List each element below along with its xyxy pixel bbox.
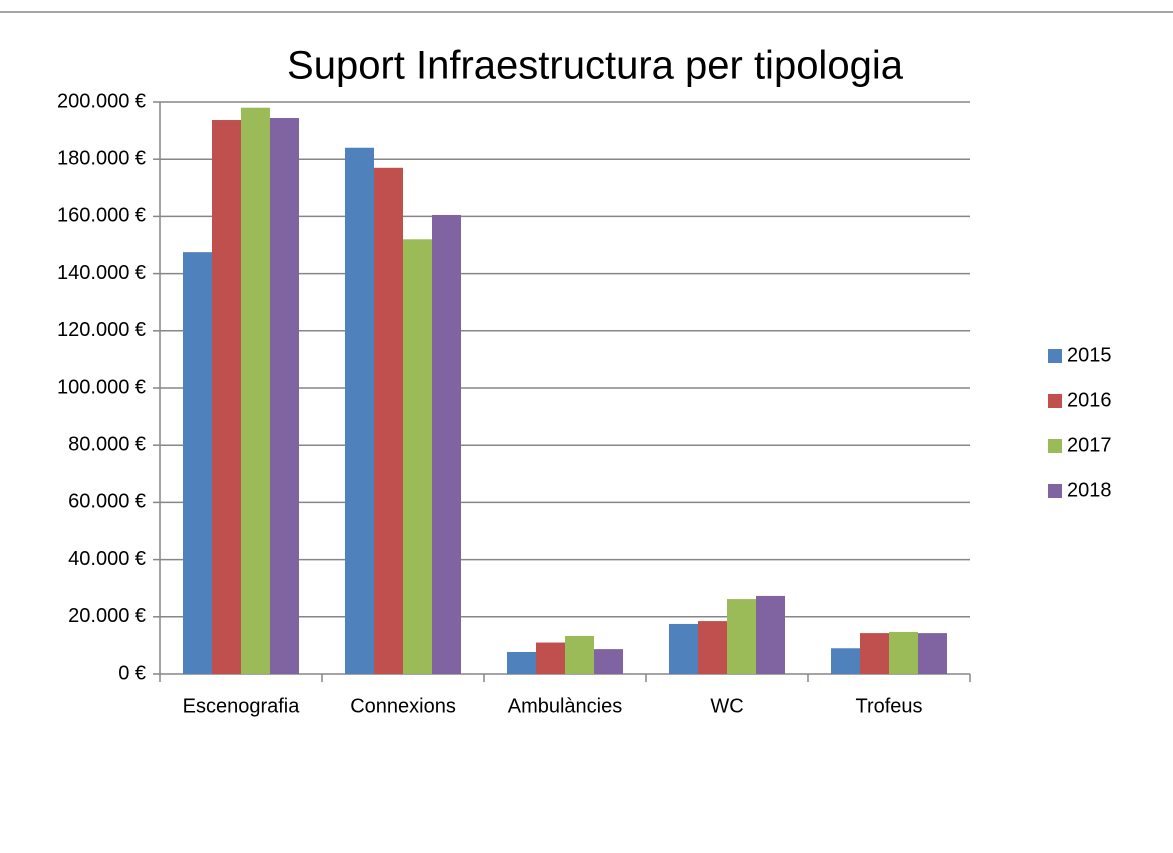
- bar: [507, 651, 536, 674]
- bar: [756, 595, 785, 674]
- bar: [594, 649, 623, 674]
- bar: [536, 642, 565, 674]
- legend-swatch: [1048, 394, 1062, 408]
- bar: [241, 107, 270, 675]
- legend-label: 2018: [1067, 479, 1112, 501]
- bar: [698, 621, 727, 674]
- bar: [565, 635, 594, 674]
- bar: [831, 648, 860, 674]
- bar: [918, 633, 947, 674]
- legend-swatch: [1048, 349, 1062, 363]
- bar: [432, 214, 461, 674]
- y-tick-label: 100.000 €: [57, 376, 146, 398]
- y-tick-label: 20.000 €: [68, 605, 146, 627]
- x-tick-label: WC: [710, 695, 743, 717]
- chart-title: Suport Infraestructura per tipologia: [287, 44, 904, 88]
- bar: [345, 147, 374, 674]
- bar: [374, 167, 403, 674]
- y-tick-label: 120.000 €: [57, 319, 146, 341]
- bar: [727, 599, 756, 674]
- bar: [270, 118, 299, 675]
- y-tick-label: 200.000 €: [57, 90, 146, 112]
- x-tick-label: Connexions: [350, 695, 456, 717]
- bar: [403, 239, 432, 674]
- bar: [183, 252, 212, 674]
- x-tick-label: Trofeus: [855, 695, 922, 717]
- y-tick-label: 180.000 €: [57, 147, 146, 169]
- bar: [669, 623, 698, 674]
- legend-swatch: [1048, 439, 1062, 453]
- y-tick-label: 80.000 €: [68, 433, 146, 455]
- legend-swatch: [1048, 484, 1062, 498]
- x-tick-label: Escenografia: [183, 695, 301, 717]
- bar: [889, 631, 918, 674]
- bar: [860, 633, 889, 674]
- y-tick-label: 140.000 €: [57, 262, 146, 284]
- y-tick-label: 60.000 €: [68, 491, 146, 513]
- legend-label: 2016: [1067, 389, 1112, 411]
- y-tick-label: 40.000 €: [68, 548, 146, 570]
- bar: [212, 120, 241, 674]
- y-tick-label: 0 €: [118, 662, 146, 684]
- legend-label: 2017: [1067, 434, 1112, 456]
- x-tick-label: Ambulàncies: [508, 695, 623, 717]
- y-tick-label: 160.000 €: [57, 205, 146, 227]
- legend-label: 2015: [1067, 344, 1112, 366]
